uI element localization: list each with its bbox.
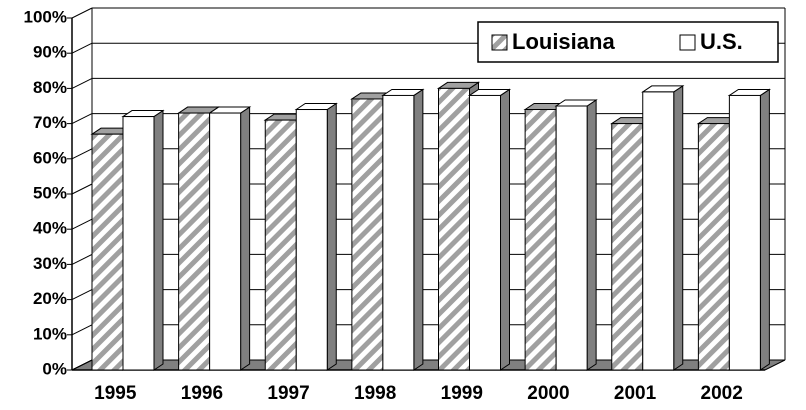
legend: Louisiana U.S.: [477, 21, 779, 63]
y-tick-label: 30%: [33, 254, 67, 273]
y-tick-label: 70%: [33, 113, 67, 132]
bar: [611, 123, 644, 371]
y-tick-label: 0%: [42, 359, 67, 378]
grid-line-side: [71, 253, 93, 265]
grid-line-side: [71, 359, 93, 371]
grid-line-side: [71, 324, 93, 336]
y-tick-label: 100%: [24, 7, 67, 26]
legend-swatch: [679, 34, 696, 51]
y-tick-label: 80%: [33, 78, 67, 97]
grid-line-side: [71, 183, 93, 195]
grid-line-side: [71, 289, 93, 301]
x-tick-label: 1998: [354, 383, 396, 404]
bar: [555, 105, 588, 371]
y-tick-label: 10%: [33, 324, 67, 343]
y-tick-label: 50%: [33, 183, 67, 202]
x-tick-label: 1999: [441, 383, 483, 404]
x-tick-label: 2002: [701, 383, 743, 404]
x-tick-label: 1997: [267, 383, 309, 404]
bar-side: [326, 102, 337, 371]
x-tick-label: 2000: [527, 383, 569, 404]
bar-side: [240, 106, 251, 371]
x-tick-label: 1995: [94, 383, 137, 404]
bar-side: [673, 84, 684, 371]
bar: [209, 112, 242, 371]
bar: [469, 94, 501, 371]
bar-side: [153, 109, 164, 371]
bar: [524, 109, 557, 371]
y-tick-label: 40%: [33, 219, 67, 238]
y-tick-label: 20%: [33, 289, 67, 308]
bar: [122, 116, 155, 371]
bar: [351, 98, 384, 371]
bar-side: [413, 88, 424, 371]
legend-label: U.S.: [700, 29, 743, 54]
grid-line-side: [71, 113, 93, 125]
y-tick-label: 60%: [33, 148, 67, 167]
grid-line-side: [71, 77, 93, 89]
bar-side: [759, 88, 770, 371]
x-tick-label: 2001: [614, 383, 657, 404]
grid-line-side: [71, 148, 93, 160]
legend-box: [477, 21, 779, 63]
bar-side: [586, 99, 597, 371]
y-tick-label: 90%: [33, 43, 67, 62]
plot-area: 0% 10% 20% 30% 40% 50% 60% 70% 80% 90% 100% 1995 199…: [24, 7, 786, 404]
bar: [697, 123, 730, 371]
bar: [264, 119, 297, 371]
bar-side: [500, 88, 510, 371]
bar: [642, 91, 675, 371]
legend-label: Louisiana: [512, 29, 615, 54]
x-tick-label: 1996: [181, 383, 223, 404]
legend-swatch: [491, 34, 508, 51]
bar: [178, 112, 211, 371]
bar: [382, 94, 415, 371]
bar: [728, 94, 761, 371]
bar: [295, 109, 328, 371]
grid-line-side: [71, 7, 93, 19]
grid-line-side: [71, 218, 93, 230]
bar: [438, 87, 470, 371]
bar: [91, 133, 124, 371]
grid-line-side: [71, 42, 93, 54]
